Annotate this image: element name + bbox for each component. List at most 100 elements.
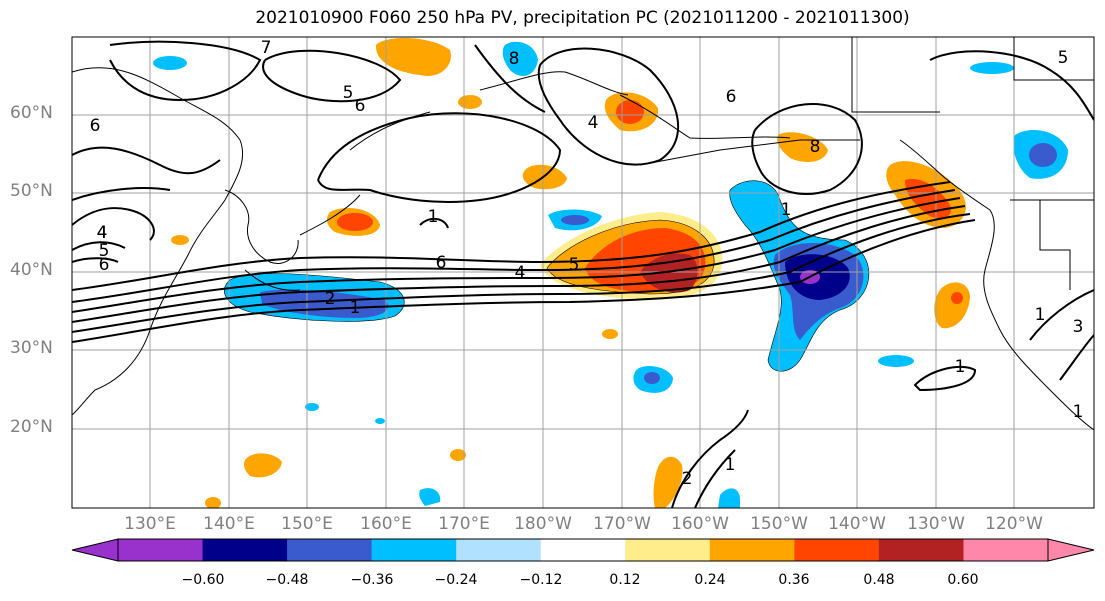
colorbar-tick-label: −0.60: [181, 572, 225, 588]
contour-label: 1: [350, 298, 361, 318]
positive-anomaly-region: [934, 282, 970, 329]
contour-label: 5: [99, 241, 110, 261]
positive-anomaly-region: [905, 178, 951, 219]
lon-label: 170°E: [438, 514, 490, 534]
negative-anomaly-region: [561, 215, 589, 225]
lon-label: 130°E: [124, 514, 176, 534]
lon-label: 180°W: [514, 514, 572, 534]
precipitation-fields: [153, 38, 1068, 508]
positive-anomaly-region: [171, 235, 189, 245]
negative-anomaly-region: [419, 488, 441, 506]
contour-label: 1: [781, 200, 792, 220]
negative-anomaly-region: [970, 62, 1014, 74]
contour-label: 5: [1058, 48, 1069, 68]
graticule: [72, 37, 1094, 508]
map-panel: 7 5 8 6 6 4 6 8 1 6 4 5 4 2 1 1 4 5 6 5 …: [72, 37, 1094, 508]
colorbar-tick-label: −0.48: [265, 572, 309, 588]
contour-label: 1: [428, 207, 439, 227]
lon-label: 150°E: [281, 514, 333, 534]
contour-label: 4: [588, 113, 599, 133]
colorbar: [71, 538, 1095, 562]
lon-label: 170°W: [593, 514, 651, 534]
contour-label: 8: [810, 137, 821, 157]
colorbar-cell: [202, 539, 288, 561]
negative-anomaly-region: [644, 372, 660, 384]
positive-anomaly-region: [458, 95, 482, 109]
positive-anomaly-region: [450, 449, 466, 461]
negative-anomaly-region: [718, 488, 740, 508]
colorbar-tick-label: −0.12: [519, 572, 563, 588]
lon-label: 140°E: [203, 514, 255, 534]
colorbar-cell: [540, 539, 626, 561]
positive-anomaly-region: [244, 453, 282, 478]
contour-label: 4: [97, 223, 108, 243]
contour-label: 8: [509, 49, 520, 69]
lon-label: 160°W: [671, 514, 729, 534]
colorbar-cells: [118, 539, 1049, 561]
colorbar-cell: [963, 539, 1049, 561]
contour-label: 6: [90, 116, 101, 136]
contour-label: 1: [725, 455, 736, 475]
contour-label: 2: [682, 469, 693, 489]
contour-labels: 7 5 8 6 6 4 6 8 1 6 4 5 4 2 1 1 4 5 6 5 …: [90, 38, 1084, 489]
colorbar-upper-extension: [1047, 538, 1095, 562]
contour-label: 1: [1035, 305, 1046, 325]
colorbar-tick-label: 0.24: [694, 572, 726, 588]
colorbar-tick-label: 0.36: [778, 572, 810, 588]
colorbar-cell: [118, 539, 204, 561]
contour-label: 1: [955, 357, 966, 377]
lat-label: 20°N: [10, 417, 53, 437]
map-frame: [71, 36, 1095, 509]
negative-anomaly-region: [375, 418, 385, 424]
chart-title: 2021010900 F060 250 hPa PV, precipitatio…: [255, 8, 910, 28]
contour-label: 6: [99, 255, 110, 275]
negative-anomaly-region: [1029, 143, 1057, 167]
colorbar-lower-extension: [71, 538, 119, 562]
colorbar-cell: [794, 539, 880, 561]
contour-label: 5: [569, 255, 580, 275]
lon-label: 130°W: [907, 514, 965, 534]
contour-label: 6: [726, 87, 737, 107]
positive-anomaly-region: [337, 213, 373, 231]
positive-anomaly-region: [375, 38, 451, 76]
colorbar-cell: [625, 539, 711, 561]
contour-label: 3: [1073, 317, 1084, 337]
contour-label: 6: [355, 96, 366, 116]
positive-anomaly-region: [653, 456, 683, 508]
contour-label: 1: [1073, 402, 1084, 422]
colorbar-tick-label: 0.60: [947, 572, 979, 588]
pv-contours: [72, 40, 1094, 508]
contour-label: 7: [261, 38, 272, 58]
colorbar-cell: [371, 539, 457, 561]
positive-anomaly-region: [616, 100, 644, 124]
contour-label: 4: [97, 223, 108, 243]
negative-anomaly-region: [305, 403, 319, 411]
colorbar-tick-label: 0.48: [863, 572, 895, 588]
colorbar-cell: [287, 539, 373, 561]
colorbar-cell: [456, 539, 542, 561]
lat-label: 60°N: [10, 103, 53, 123]
negative-anomaly-region: [878, 355, 914, 367]
lon-label: 150°W: [750, 514, 808, 534]
positive-anomaly-region: [205, 497, 221, 508]
colorbar-frame: [117, 538, 1049, 562]
coastlines: [72, 37, 1094, 431]
lon-label: 160°E: [360, 514, 412, 534]
colorbar-cell: [878, 539, 964, 561]
lon-label: 140°W: [828, 514, 886, 534]
negative-anomaly-region: [502, 41, 538, 76]
contour-label: 4: [515, 263, 526, 283]
lat-label: 40°N: [10, 260, 53, 280]
colorbar-cell: [709, 539, 795, 561]
contour-label: 6: [436, 253, 447, 273]
colorbar-tick-label: −0.24: [434, 572, 478, 588]
lat-label: 50°N: [10, 181, 53, 201]
lat-label: 30°N: [10, 338, 53, 358]
colorbar-tick-label: −0.36: [350, 572, 394, 588]
lon-label: 120°W: [985, 514, 1043, 534]
positive-anomaly-region: [602, 329, 618, 339]
negative-anomaly-region: [153, 56, 187, 70]
contour-label: 5: [343, 83, 354, 103]
colorbar-tick-label: 0.12: [609, 572, 641, 588]
